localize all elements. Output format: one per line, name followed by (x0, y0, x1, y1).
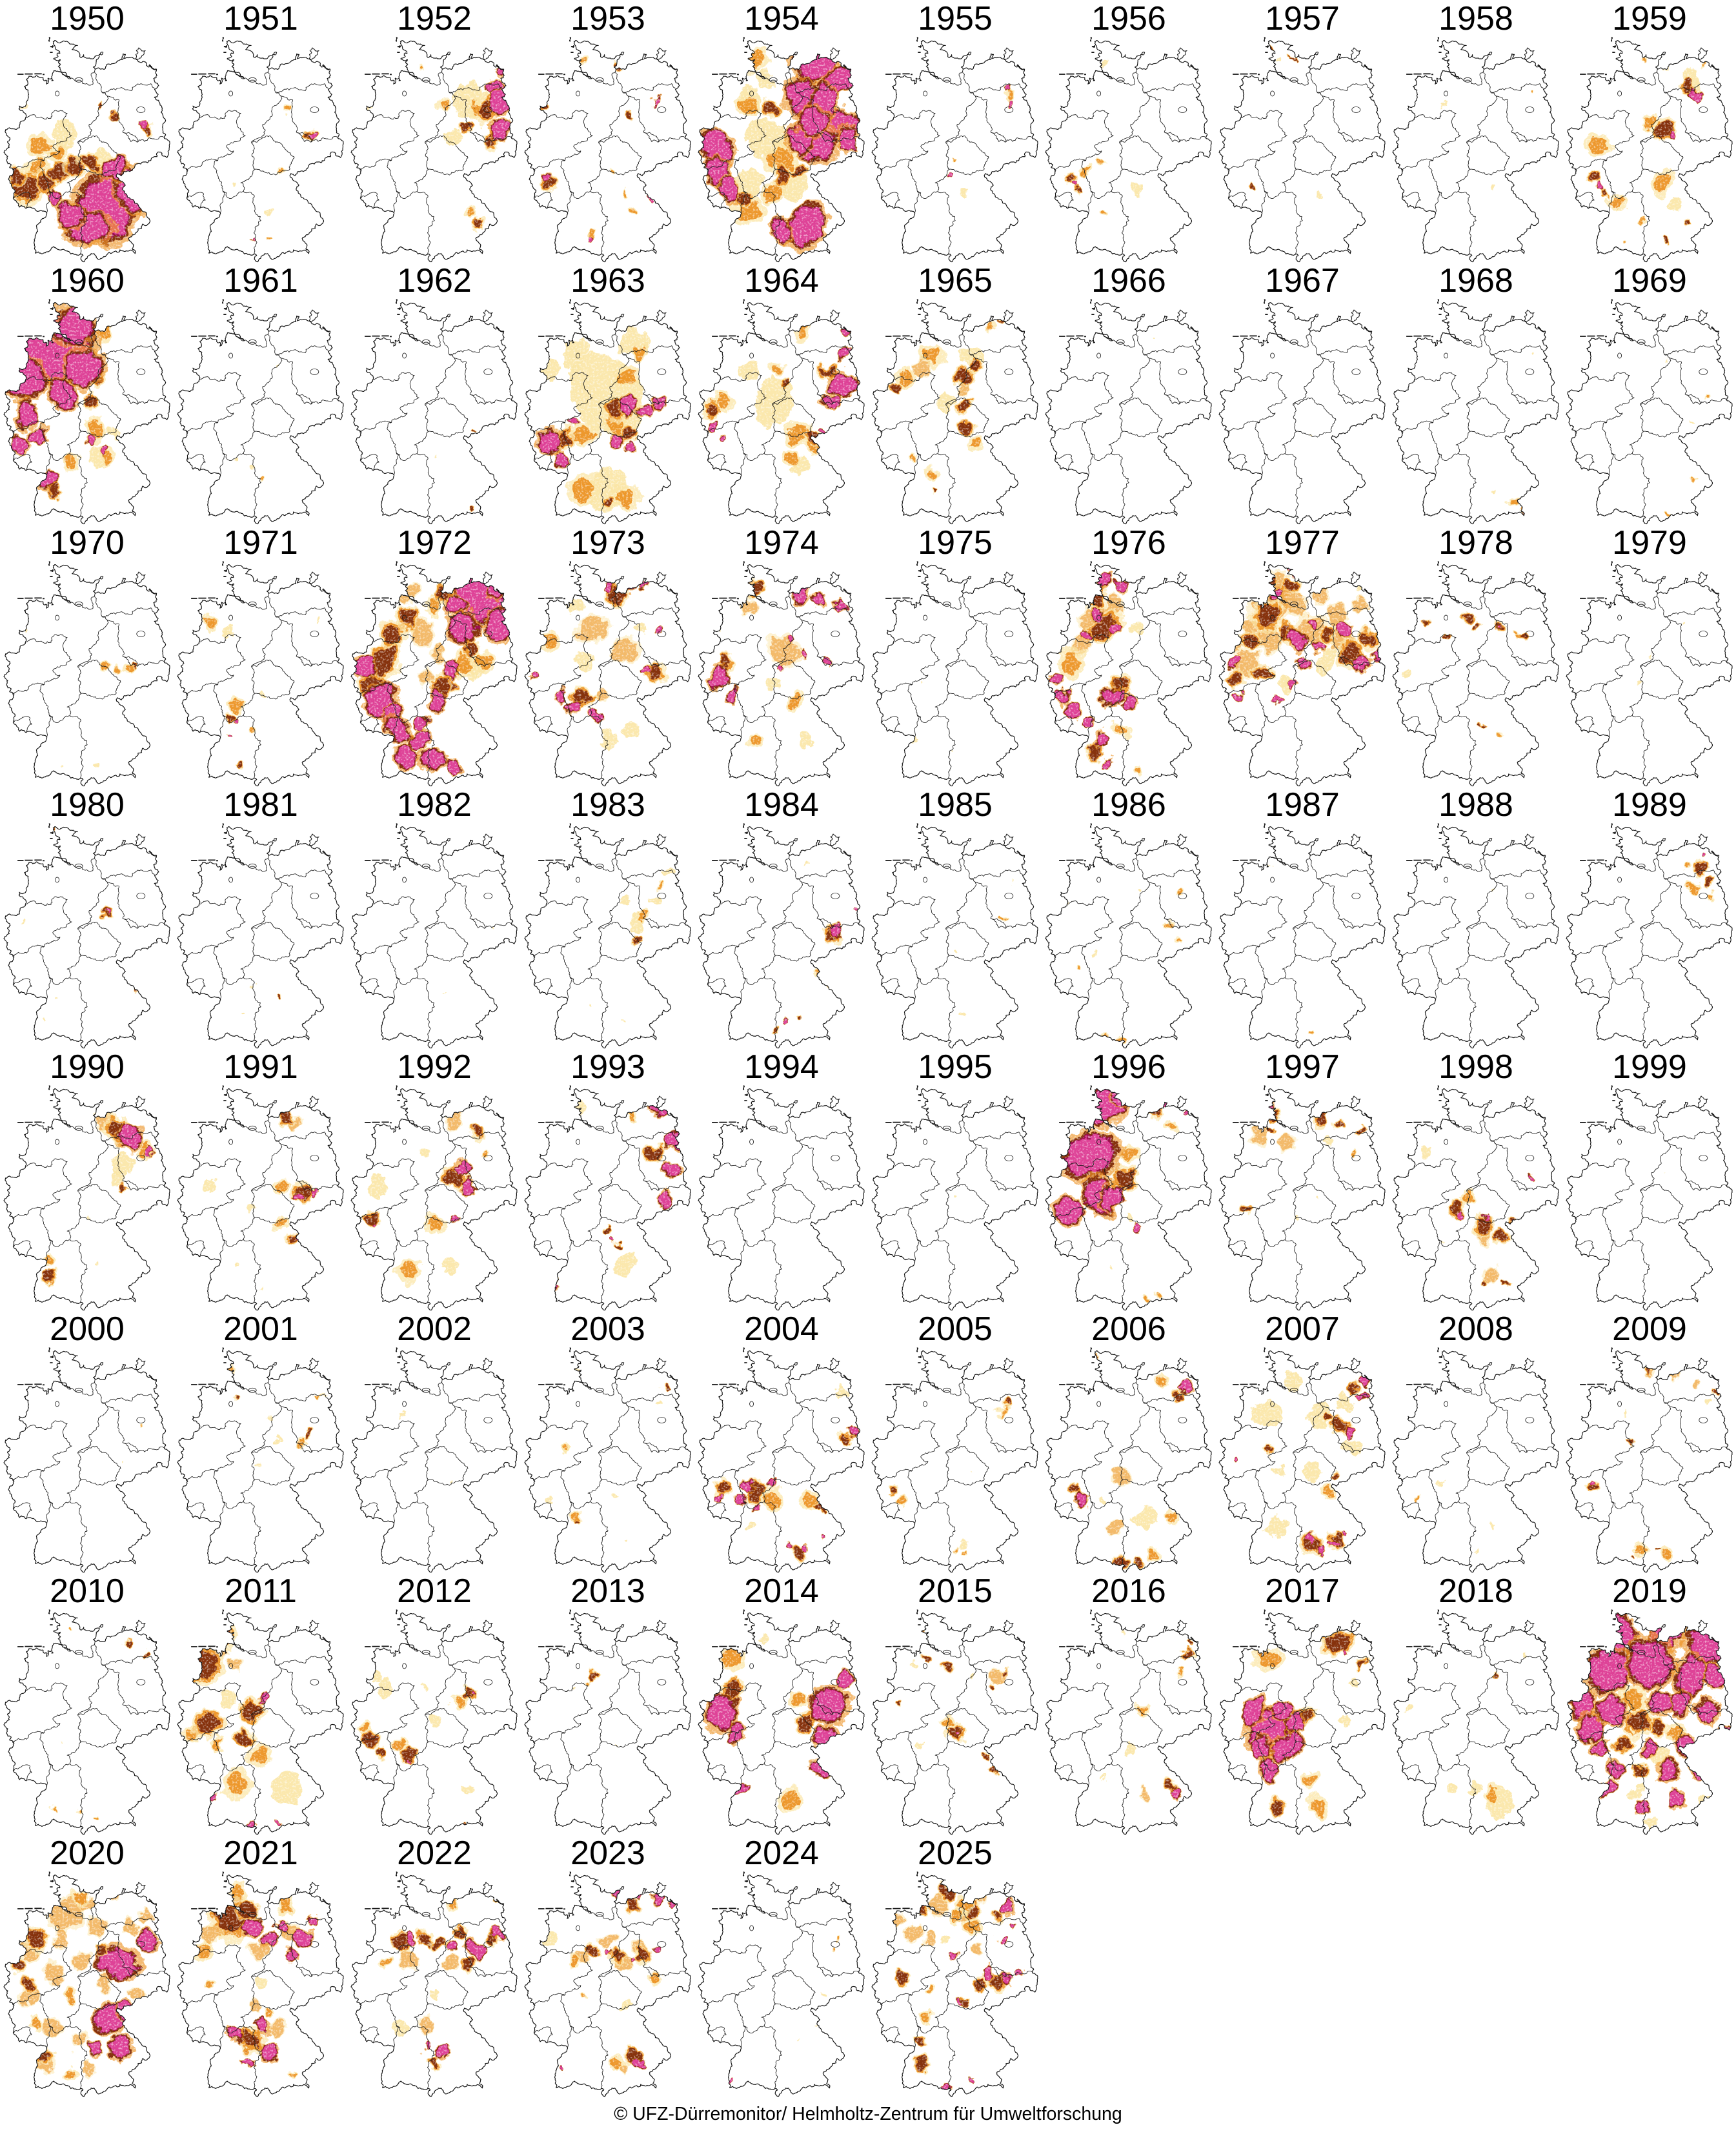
svg-text:2014: 2014 (744, 1572, 819, 1610)
svg-text:2018: 2018 (1438, 1572, 1513, 1610)
svg-text:1958: 1958 (1438, 0, 1513, 37)
svg-text:1978: 1978 (1438, 524, 1513, 562)
svg-text:2005: 2005 (918, 1310, 993, 1348)
svg-text:2007: 2007 (1265, 1310, 1340, 1348)
svg-text:1995: 1995 (918, 1048, 993, 1086)
svg-text:2025: 2025 (918, 1835, 993, 1872)
svg-text:1950: 1950 (50, 0, 125, 37)
svg-text:1975: 1975 (918, 524, 993, 562)
svg-text:1954: 1954 (744, 0, 819, 37)
svg-text:1983: 1983 (570, 786, 645, 824)
svg-text:1984: 1984 (744, 786, 819, 824)
svg-text:1962: 1962 (397, 262, 472, 300)
svg-text:2013: 2013 (570, 1572, 645, 1610)
svg-text:2001: 2001 (223, 1310, 298, 1348)
svg-text:2020: 2020 (50, 1835, 125, 1872)
svg-text:1976: 1976 (1091, 524, 1166, 562)
svg-text:1987: 1987 (1265, 786, 1340, 824)
svg-text:1968: 1968 (1438, 262, 1513, 300)
svg-text:1952: 1952 (397, 0, 472, 37)
svg-text:1971: 1971 (223, 524, 298, 562)
svg-text:2010: 2010 (50, 1572, 125, 1610)
svg-text:2000: 2000 (50, 1310, 125, 1348)
svg-text:2004: 2004 (744, 1310, 819, 1348)
svg-text:1959: 1959 (1612, 0, 1687, 37)
svg-text:2006: 2006 (1091, 1310, 1166, 1348)
svg-text:1993: 1993 (570, 1048, 645, 1086)
svg-text:1980: 1980 (50, 786, 125, 824)
svg-text:1977: 1977 (1265, 524, 1340, 562)
svg-text:2024: 2024 (744, 1835, 819, 1872)
svg-text:1960: 1960 (50, 262, 125, 300)
svg-text:1957: 1957 (1265, 0, 1340, 37)
svg-text:1969: 1969 (1612, 262, 1687, 300)
svg-text:1967: 1967 (1265, 262, 1340, 300)
svg-text:1953: 1953 (570, 0, 645, 37)
svg-text:1998: 1998 (1438, 1048, 1513, 1086)
svg-text:2022: 2022 (397, 1835, 472, 1872)
svg-text:1965: 1965 (918, 262, 993, 300)
svg-text:1961: 1961 (223, 262, 298, 300)
svg-text:1979: 1979 (1612, 524, 1687, 562)
svg-text:1997: 1997 (1265, 1048, 1340, 1086)
svg-text:1996: 1996 (1091, 1048, 1166, 1086)
svg-text:1963: 1963 (570, 262, 645, 300)
svg-text:1970: 1970 (50, 524, 125, 562)
svg-text:1982: 1982 (397, 786, 472, 824)
svg-text:1992: 1992 (397, 1048, 472, 1086)
svg-text:2016: 2016 (1091, 1572, 1166, 1610)
svg-text:1964: 1964 (744, 262, 819, 300)
svg-text:1974: 1974 (744, 524, 819, 562)
svg-text:1999: 1999 (1612, 1048, 1687, 1086)
svg-text:1985: 1985 (918, 786, 993, 824)
svg-text:1966: 1966 (1091, 262, 1166, 300)
svg-text:1986: 1986 (1091, 786, 1166, 824)
svg-text:1956: 1956 (1091, 0, 1166, 37)
svg-text:2019: 2019 (1612, 1572, 1687, 1610)
svg-text:2011: 2011 (225, 1572, 297, 1610)
svg-text:2002: 2002 (397, 1310, 472, 1348)
svg-text:1972: 1972 (397, 524, 472, 562)
svg-text:2012: 2012 (397, 1572, 472, 1610)
svg-text:1989: 1989 (1612, 786, 1687, 824)
svg-text:1988: 1988 (1438, 786, 1513, 824)
svg-text:2023: 2023 (570, 1835, 645, 1872)
svg-text:© UFZ-Dürremonitor/ Helmholtz-: © UFZ-Dürremonitor/ Helmholtz-Zentrum fü… (614, 2104, 1122, 2124)
svg-text:1991: 1991 (223, 1048, 298, 1086)
svg-text:2008: 2008 (1438, 1310, 1513, 1348)
svg-text:1990: 1990 (50, 1048, 125, 1086)
svg-text:1955: 1955 (918, 0, 993, 37)
svg-text:2021: 2021 (223, 1835, 298, 1872)
svg-text:1994: 1994 (744, 1048, 819, 1086)
svg-text:1951: 1951 (223, 0, 298, 37)
svg-text:1981: 1981 (223, 786, 298, 824)
svg-text:2015: 2015 (918, 1572, 993, 1610)
svg-text:2009: 2009 (1612, 1310, 1687, 1348)
svg-text:2017: 2017 (1265, 1572, 1340, 1610)
svg-text:1973: 1973 (570, 524, 645, 562)
svg-text:2003: 2003 (570, 1310, 645, 1348)
